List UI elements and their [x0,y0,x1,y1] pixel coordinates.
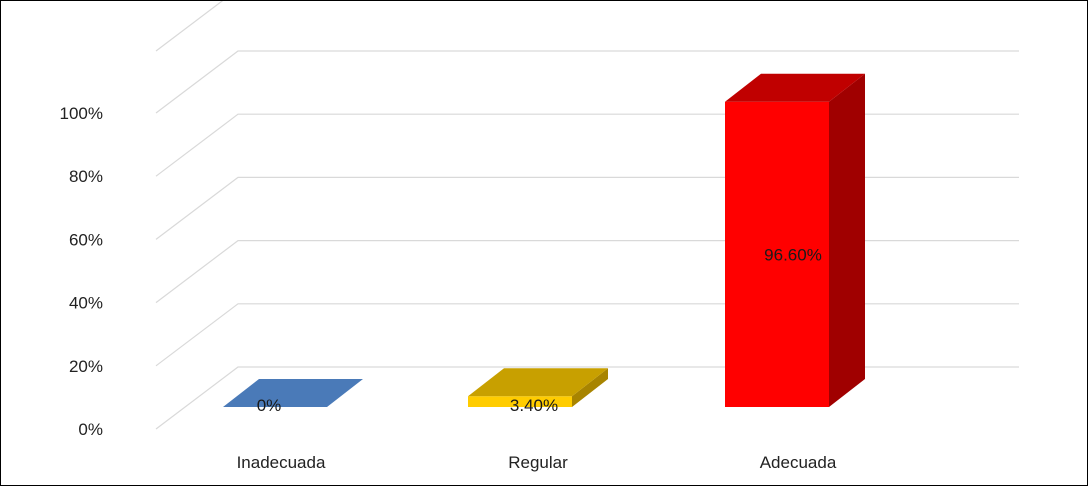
data-labels: 0% 3.40% 96.60% [257,245,822,415]
bar-front [725,101,829,407]
x-category-label: Inadecuada [237,453,326,472]
data-label: 96.60% [764,245,822,264]
y-tick-label: 40% [69,294,103,313]
bars [223,73,865,407]
x-category-label: Adecuada [760,453,837,472]
gridline [155,176,1019,240]
bar-top [468,368,608,397]
bar-top [223,379,363,407]
gridline [155,1,224,52]
y-tick-label: 100% [60,104,103,123]
y-tick-label: 60% [69,230,103,249]
bar-front [468,396,572,407]
gridline [155,303,1019,367]
y-tick-label: 20% [69,357,103,376]
bar-inadecuada [223,379,363,407]
gridline [155,50,1019,114]
bar-side [572,368,608,407]
gridline [155,113,1019,177]
bar-regular [468,368,608,407]
x-category-label: Regular [508,453,568,472]
y-tick-label: 0% [78,420,103,439]
gridline [155,240,1019,304]
bar-top [725,73,865,102]
data-label: 0% [257,396,282,415]
data-label: 3.40% [510,396,558,415]
y-tick-label: 80% [69,167,103,186]
bar-side [829,73,865,407]
y-axis-ticks: 0% 20% 40% 60% 80% 100% [60,104,103,439]
x-axis-categories: Inadecuada Regular Adecuada [237,453,837,472]
bar-adecuada [725,73,865,407]
gridlines [155,1,1019,430]
